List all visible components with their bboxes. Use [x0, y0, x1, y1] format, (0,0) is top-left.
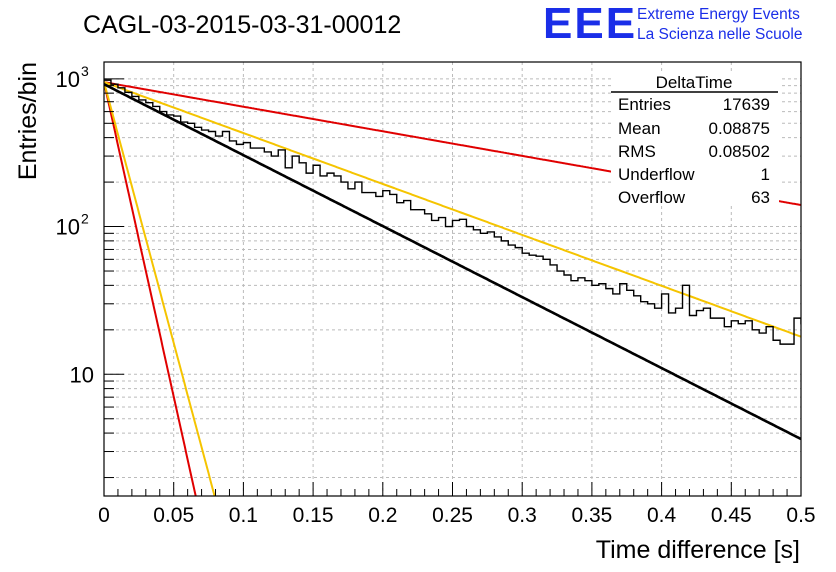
stats-value-mean: 0.08875 — [709, 119, 770, 138]
x-tick-label: 0 — [98, 504, 110, 527]
x-tick-label: 0.05 — [153, 504, 194, 527]
histogram-steps — [104, 79, 801, 345]
y-tick-exponent: 3 — [81, 63, 89, 79]
stats-box-background — [611, 73, 779, 206]
x-tick-label: 0.45 — [711, 504, 752, 527]
x-tick-label: 0.35 — [571, 504, 612, 527]
x-tick-label: 0.15 — [293, 504, 334, 527]
eee-logo: EEE — [543, 0, 637, 48]
x-tick-label: 0.25 — [432, 504, 473, 527]
stats-title: DeltaTime — [656, 73, 733, 92]
stats-label-underflow: Underflow — [618, 165, 695, 184]
y-tick-label: 10 — [56, 215, 80, 240]
x-axis-label: Time difference [s] — [596, 536, 800, 564]
x-tick-label: 0.3 — [508, 504, 537, 527]
logo-subtitle-2: La Scienza nelle Scuole — [637, 26, 802, 43]
x-tick-labels: 0 0.05 0.1 0.15 0.2 0.25 0.3 0.35 0.4 0.45 0.5 — [98, 504, 815, 527]
x-tick-label: 0.4 — [647, 504, 677, 527]
logo-subtitle-1: Extreme Energy Events — [637, 6, 800, 23]
x-tick-label: 0.1 — [229, 504, 258, 527]
stats-value-underflow: 1 — [761, 165, 770, 184]
y-tick-exponent: 2 — [81, 211, 89, 227]
x-tick-label: 0.2 — [368, 504, 397, 527]
decay-line — [104, 81, 216, 496]
y-tick-label: 10 — [70, 362, 94, 387]
stats-label-mean: Mean — [618, 119, 661, 138]
run-title: CAGL-03-2015-03-31-00012 — [83, 11, 401, 39]
decay-line — [104, 81, 801, 338]
stats-label-entries: Entries — [618, 95, 671, 114]
y-axis-label: Entries/bin — [14, 62, 42, 180]
stats-label-rms: RMS — [618, 142, 656, 161]
stats-value-rms: 0.08502 — [709, 142, 770, 161]
fit-line — [104, 83, 801, 441]
decay-line — [104, 81, 197, 496]
histogram — [104, 79, 801, 345]
axis-ticks — [103, 78, 802, 496]
stats-value-overflow: 63 — [751, 188, 770, 207]
y-tick-label: 10 — [56, 67, 80, 92]
stats-box: DeltaTime Entries 17639 Mean 0.08875 RMS… — [611, 73, 779, 207]
x-tick-label: 0.5 — [786, 504, 815, 527]
stats-value-entries: 17639 — [723, 95, 770, 114]
stats-label-overflow: Overflow — [618, 188, 686, 207]
